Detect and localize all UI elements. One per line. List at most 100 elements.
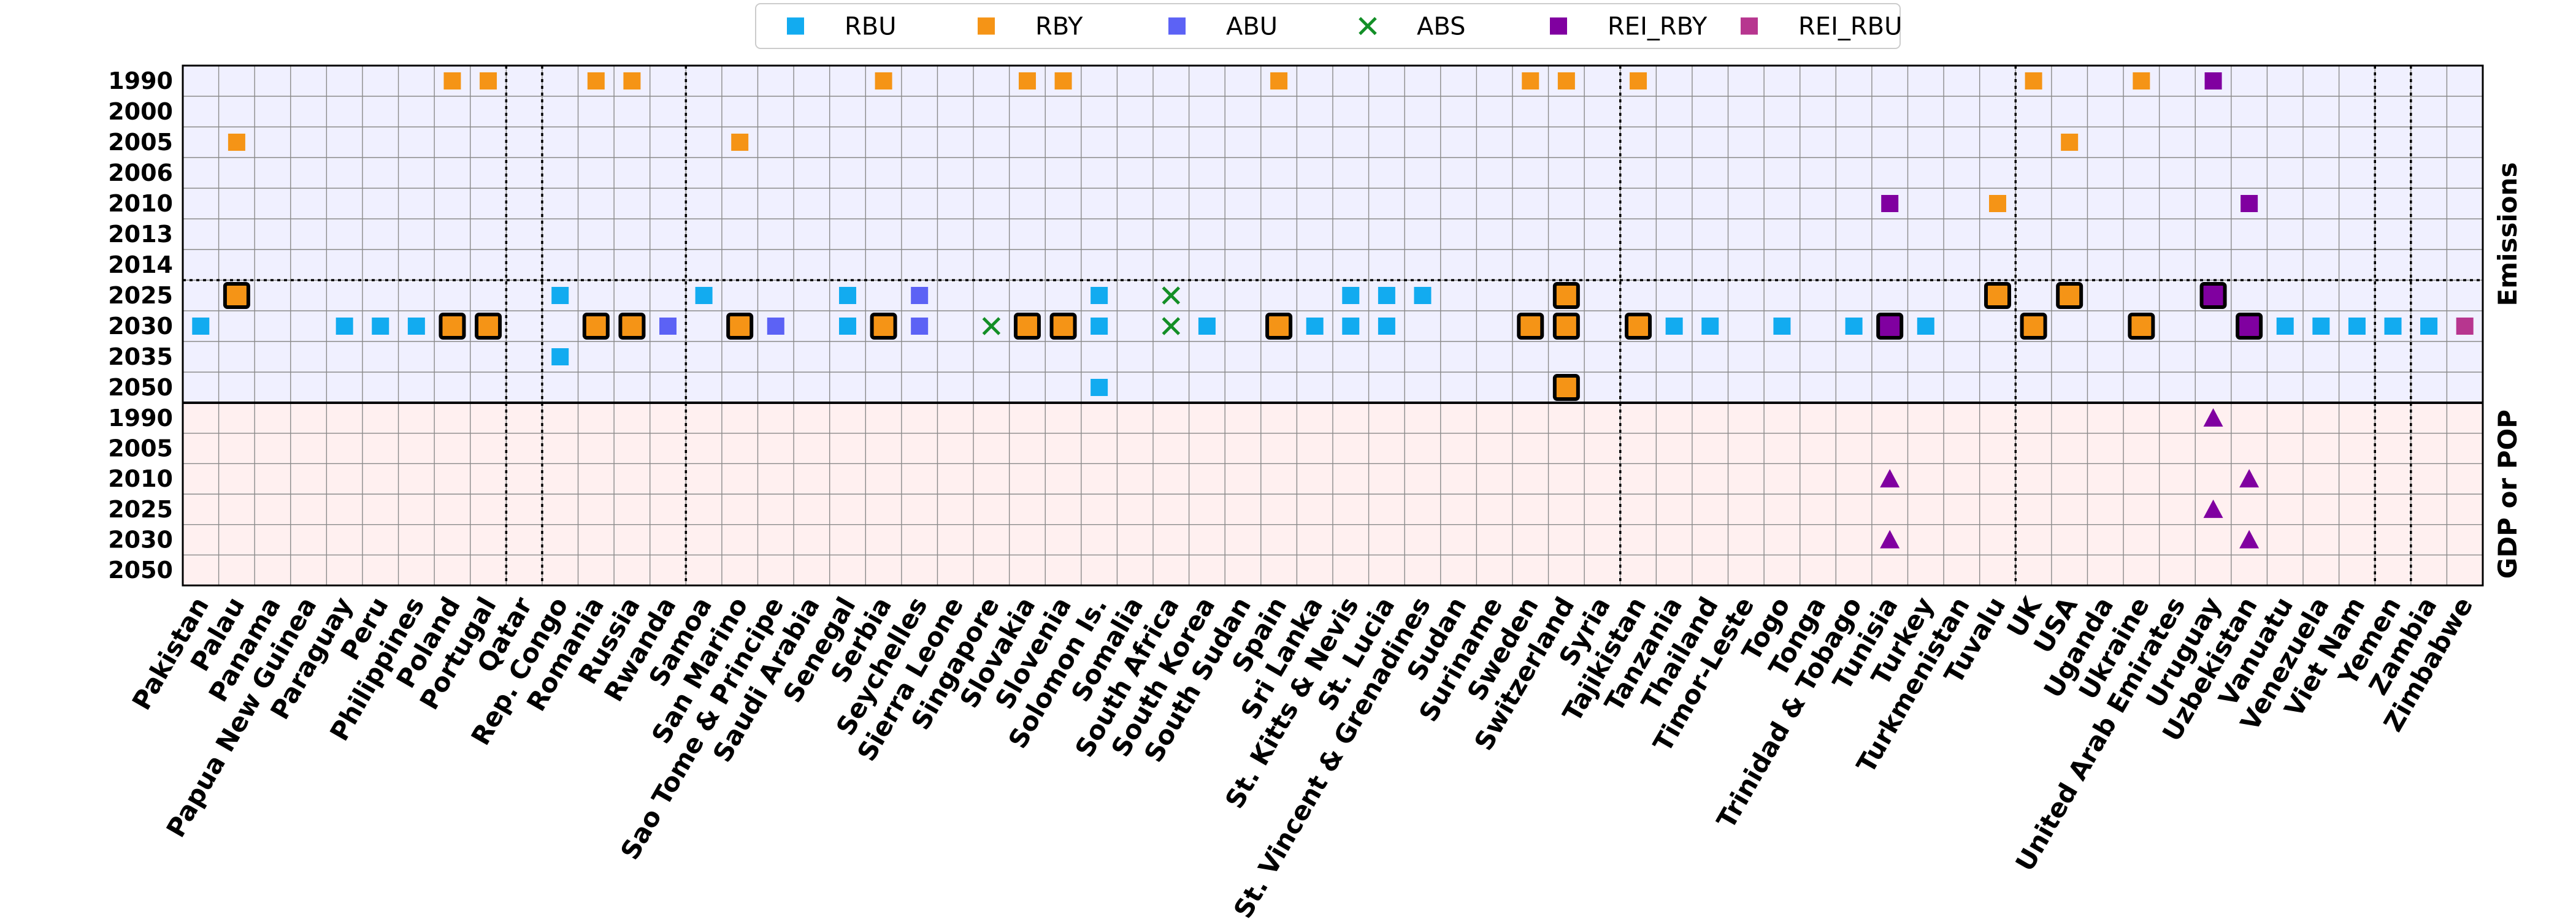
data-point bbox=[2239, 469, 2260, 488]
data-point bbox=[1988, 195, 2006, 212]
data-point bbox=[1306, 318, 1324, 335]
data-point bbox=[2312, 318, 2330, 335]
marker-triangle bbox=[1880, 530, 1900, 549]
data-point bbox=[2420, 318, 2438, 335]
grid bbox=[183, 66, 2483, 585]
data-point bbox=[623, 72, 641, 90]
marker-x-stroke bbox=[1162, 286, 1181, 305]
marker-square-highlight bbox=[1517, 313, 1544, 340]
marker-square-highlight bbox=[439, 313, 466, 340]
data-point bbox=[1198, 318, 1216, 335]
marker-square bbox=[2061, 134, 2079, 151]
legend-marker-square bbox=[1550, 17, 1567, 35]
data-point bbox=[1013, 313, 1041, 340]
data-point bbox=[2456, 318, 2474, 335]
marker-square bbox=[2312, 318, 2330, 335]
marker-square bbox=[1557, 72, 1575, 90]
data-point bbox=[911, 318, 929, 335]
legend-marker-square bbox=[978, 17, 995, 35]
data-point bbox=[475, 313, 502, 340]
marker-square bbox=[2133, 72, 2150, 90]
data-point bbox=[1414, 287, 1432, 304]
data-point bbox=[1091, 287, 1108, 304]
data-point bbox=[2128, 313, 2155, 340]
data-point bbox=[1162, 317, 1181, 335]
legend-label: ABS bbox=[1417, 13, 1466, 41]
legend-marker-x bbox=[1359, 17, 1377, 36]
panel-label: Emissions bbox=[2493, 162, 2523, 307]
legend: RBU RBY ABU ABS REI_RBY REI_RBU bbox=[755, 3, 1902, 49]
data-point bbox=[1378, 287, 1395, 304]
marker-square bbox=[1378, 287, 1395, 304]
marker-square bbox=[2025, 72, 2042, 90]
marker-square bbox=[1522, 72, 1539, 90]
marker-square-highlight bbox=[1984, 282, 2011, 309]
data-point bbox=[2236, 313, 2263, 340]
data-point bbox=[1342, 287, 1360, 304]
data-point bbox=[1876, 313, 1904, 340]
marker-square bbox=[1917, 318, 1934, 335]
marker-square-highlight bbox=[475, 313, 502, 340]
data-point bbox=[838, 287, 856, 304]
marker-square bbox=[551, 348, 569, 365]
data-point bbox=[1265, 313, 1293, 340]
marker-square bbox=[480, 72, 497, 90]
data-point bbox=[2061, 134, 2079, 151]
marker-square bbox=[1845, 318, 1863, 335]
y-tick-label: 2035 bbox=[108, 343, 173, 370]
marker-square-highlight bbox=[1552, 282, 1580, 309]
data-points bbox=[192, 72, 2474, 549]
data-point bbox=[1552, 313, 1580, 340]
marker-square-highlight bbox=[2128, 313, 2155, 340]
data-point bbox=[838, 318, 856, 335]
legend-item: REI_RBU bbox=[1741, 13, 1902, 41]
marker-square bbox=[767, 318, 784, 335]
marker-square bbox=[228, 134, 245, 151]
data-point bbox=[1880, 469, 1900, 488]
data-point bbox=[1630, 72, 1647, 90]
marker-square bbox=[911, 318, 929, 335]
y-tick-labels: 1990 2000 2005 2006 2010 2013 2014 2025 2030 2035… bbox=[108, 67, 173, 584]
marker-square bbox=[1342, 318, 1360, 335]
y-tick-label: 2005 bbox=[108, 129, 173, 156]
marker-square bbox=[1881, 195, 1899, 212]
data-point bbox=[767, 318, 784, 335]
legend-label: RBU bbox=[845, 13, 897, 41]
y-tick-label: 2006 bbox=[108, 159, 173, 186]
legend-item: RBU bbox=[787, 13, 897, 41]
marker-square bbox=[2241, 195, 2258, 212]
data-point bbox=[1091, 379, 1108, 396]
marker-square bbox=[1773, 318, 1791, 335]
marker-square bbox=[1630, 72, 1647, 90]
legend-item: REI_RBY bbox=[1550, 13, 1708, 41]
data-point bbox=[1881, 195, 1899, 212]
y-tick-label: 2030 bbox=[108, 527, 173, 554]
marker-square bbox=[2348, 318, 2366, 335]
data-point bbox=[1773, 318, 1791, 335]
data-point bbox=[1054, 72, 1072, 90]
data-point bbox=[1552, 282, 1580, 309]
data-point bbox=[2203, 408, 2223, 427]
y-tick-label: 2005 bbox=[108, 435, 173, 462]
marker-square-highlight bbox=[726, 313, 754, 340]
data-point bbox=[1517, 313, 1544, 340]
data-point bbox=[1162, 286, 1181, 305]
data-point bbox=[228, 134, 245, 151]
data-point bbox=[1984, 282, 2011, 309]
marker-square bbox=[875, 72, 892, 90]
data-point bbox=[1378, 318, 1395, 335]
marker-square bbox=[731, 134, 749, 151]
data-point bbox=[582, 313, 610, 340]
data-point bbox=[731, 134, 749, 151]
y-tick-label: 2050 bbox=[108, 557, 173, 584]
marker-square bbox=[1378, 318, 1395, 335]
data-point bbox=[2239, 530, 2260, 549]
y-tick-label: 2010 bbox=[108, 465, 173, 492]
data-point bbox=[870, 313, 897, 340]
marker-square-highlight bbox=[870, 313, 897, 340]
marker-square-highlight bbox=[223, 282, 250, 309]
data-point bbox=[1625, 313, 1652, 340]
marker-square bbox=[1306, 318, 1324, 335]
